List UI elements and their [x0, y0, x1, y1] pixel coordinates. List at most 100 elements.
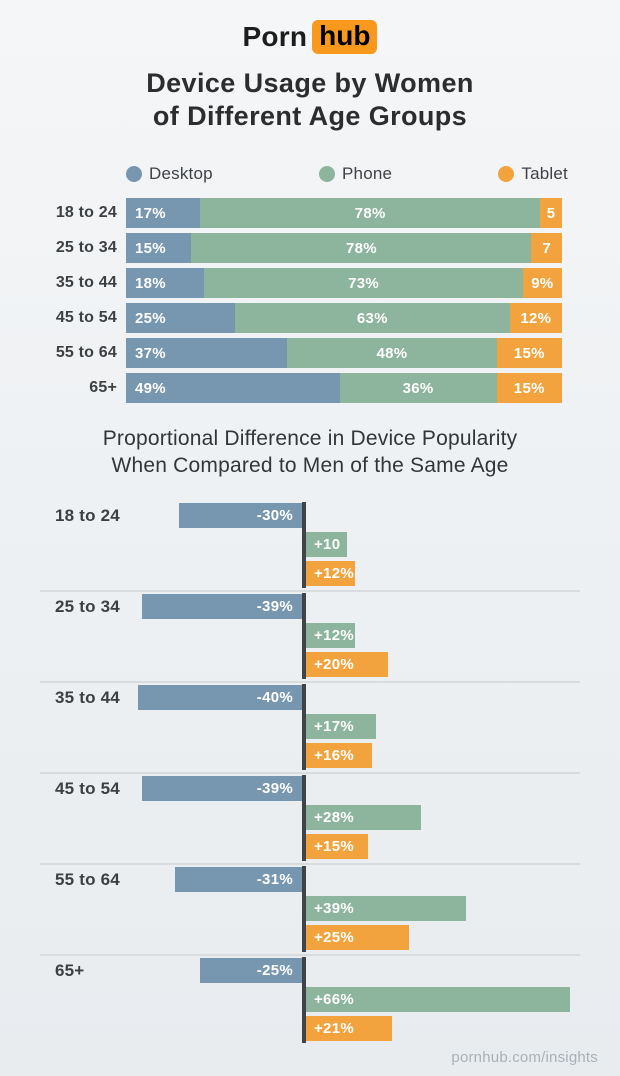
diff-value: +21%	[314, 1020, 354, 1037]
segment-value: 36%	[402, 379, 434, 397]
tablet-diff-bar: +20%	[306, 652, 388, 677]
age-label: 65+	[89, 379, 117, 396]
group-divider	[40, 863, 580, 865]
zero-axis-line	[302, 684, 306, 770]
tablet-diff-bar: +21%	[306, 1016, 393, 1041]
segment-value: 7	[542, 239, 552, 257]
phone-diff-bar: +39%	[306, 896, 466, 921]
age-label: 25 to 34	[55, 239, 117, 256]
age-label: 18 to 24	[55, 204, 117, 221]
diff-chart-title-line2: When Compared to Men of the Same Age	[111, 454, 509, 477]
segment-value: 73%	[348, 274, 380, 292]
phone-segment: 78%	[191, 233, 532, 263]
diff-value: +12%	[314, 627, 354, 644]
desktop-segment: 15%	[126, 233, 192, 263]
legend-item-desktop: Desktop	[126, 164, 213, 184]
diff-group: 45 to 54 -39% +28% +15%	[0, 775, 620, 861]
diff-value: +15%	[314, 838, 354, 855]
age-label: 45 to 54	[55, 309, 117, 326]
phone-diff-bar: +10	[306, 532, 347, 557]
diff-value: +66%	[314, 991, 354, 1008]
diff-chart-title-line1: Proportional Difference in Device Popula…	[102, 427, 518, 450]
segment-value: 5	[546, 204, 556, 222]
tablet-segment: 7	[531, 233, 562, 263]
segment-value: 12%	[520, 309, 552, 327]
segment-value: 37%	[135, 344, 166, 362]
usage-row: 25 to 34 15% 78% 7	[0, 233, 562, 263]
header: Porn hub Device Usage by Women of Differ…	[0, 0, 620, 133]
phone-diff-bar: +12%	[306, 623, 356, 648]
segment-value: 48%	[376, 344, 408, 362]
group-divider	[40, 772, 580, 774]
segment-value: 17%	[135, 204, 166, 222]
diff-group: 55 to 64 -31% +39% +25%	[0, 866, 620, 952]
stacked-bar: 25% 63% 12%	[126, 303, 562, 333]
diff-value: -40%	[256, 689, 293, 706]
segment-value: 78%	[354, 204, 386, 222]
diff-value: -39%	[256, 780, 293, 797]
diff-value: +16%	[314, 747, 354, 764]
diff-value: -25%	[256, 962, 293, 979]
diff-group: 18 to 24 -30% +10 +12%	[0, 502, 620, 588]
logo-text-porn: Porn	[242, 21, 308, 52]
zero-axis-line	[302, 502, 306, 588]
tablet-segment: 5	[540, 198, 562, 228]
stacked-bar: 15% 78% 7	[126, 233, 562, 263]
segment-value: 78%	[345, 239, 377, 257]
legend-item-phone: Phone	[319, 164, 392, 184]
age-label: 18 to 24	[55, 506, 120, 525]
diff-group: 25 to 34 -39% +12% +20%	[0, 593, 620, 679]
diff-value: -30%	[256, 507, 293, 524]
stacked-bar: 17% 78% 5	[126, 198, 562, 228]
desktop-diff-bar: -25%	[199, 958, 302, 983]
diff-chart-title: Proportional Difference in Device Popula…	[0, 425, 620, 479]
age-label: 35 to 44	[55, 274, 117, 291]
usage-row: 65+ 49% 36% 15%	[0, 373, 562, 403]
desktop-segment: 17%	[126, 198, 201, 228]
legend-label: Phone	[342, 164, 393, 183]
insights-url: pornhub.com/insights	[451, 1049, 598, 1066]
tablet-segment: 12%	[509, 303, 562, 333]
desktop-diff-bar: -39%	[142, 776, 302, 801]
segment-value: 18%	[135, 274, 166, 292]
diff-group: 65+ -25% +66% +21%	[0, 957, 620, 1043]
age-label: 35 to 44	[55, 688, 120, 707]
age-label: 55 to 64	[55, 870, 120, 889]
usage-row: 18 to 24 17% 78% 5	[0, 198, 562, 228]
diff-value: -31%	[256, 871, 293, 888]
stacked-bar: 49% 36% 15%	[126, 373, 562, 403]
tablet-swatch-icon	[498, 166, 515, 182]
usage-row: 55 to 64 37% 48% 15%	[0, 338, 562, 368]
stacked-bar: 37% 48% 15%	[126, 338, 562, 368]
usage-chart: 18 to 24 17% 78% 5 25 to 34 15% 78% 7 35 to 44 18…	[0, 198, 562, 403]
legend-label: Desktop	[149, 164, 213, 183]
group-divider	[40, 681, 580, 683]
diff-value: +39%	[314, 900, 354, 917]
phone-segment: 78%	[200, 198, 541, 228]
zero-axis-line	[302, 775, 306, 861]
diff-value: +20%	[314, 656, 354, 673]
group-divider	[40, 954, 580, 956]
diff-chart: 18 to 24 -30% +10 +12% 25 to 34 -39% +12% +20% 3…	[0, 502, 620, 1043]
desktop-swatch-icon	[126, 166, 142, 182]
segment-value: 15%	[513, 344, 545, 362]
pornhub-logo: Porn hub	[0, 0, 620, 54]
age-label: 25 to 34	[55, 597, 120, 616]
desktop-segment: 18%	[126, 268, 205, 298]
tablet-diff-bar: +25%	[306, 925, 409, 950]
diff-value: +12%	[314, 565, 354, 582]
diff-group: 35 to 44 -40% +17% +16%	[0, 684, 620, 770]
usage-row: 35 to 44 18% 73% 9%	[0, 268, 562, 298]
stacked-bar: 18% 73% 9%	[126, 268, 562, 298]
diff-value: +17%	[314, 718, 354, 735]
segment-value: 15%	[135, 239, 166, 257]
legend-item-tablet: Tablet	[498, 164, 568, 184]
logo-badge-hub: hub	[312, 20, 378, 54]
diff-value: -39%	[256, 598, 293, 615]
phone-diff-bar: +66%	[306, 987, 570, 1012]
segment-value: 49%	[135, 379, 166, 397]
tablet-segment: 15%	[496, 373, 562, 403]
tablet-segment: 9%	[522, 268, 562, 298]
diff-value: +28%	[314, 809, 354, 826]
